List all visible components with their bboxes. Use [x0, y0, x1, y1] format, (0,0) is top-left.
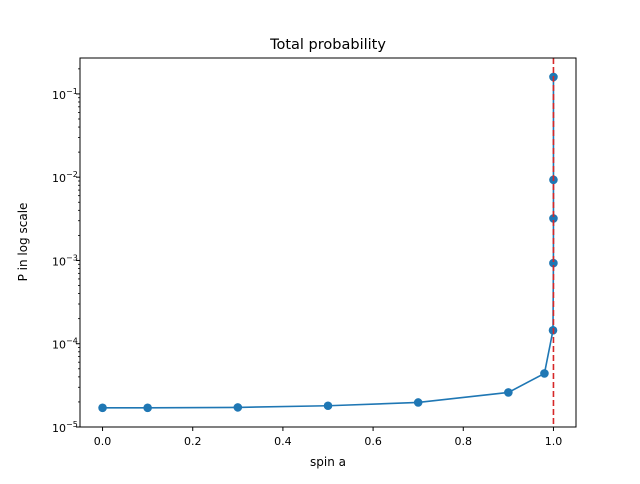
data-point	[323, 401, 333, 411]
y-tick-label: 10−1	[52, 87, 78, 102]
x-tick-label: 0.2	[184, 435, 202, 448]
x-tick-label: 0.0	[94, 435, 112, 448]
data-point	[98, 403, 107, 413]
data-point	[540, 369, 549, 378]
x-axis-label: spin a	[310, 455, 346, 469]
y-tick-label: 10−2	[52, 170, 78, 185]
data-point	[549, 258, 558, 268]
chart-title: Total probability	[269, 37, 386, 53]
data-point	[504, 388, 513, 397]
x-tick-label: 0.8	[455, 435, 473, 448]
data-point	[549, 214, 558, 223]
y-tick-label: 10−3	[52, 253, 78, 268]
series-line	[102, 76, 555, 409]
data-point	[413, 398, 423, 407]
data-point	[233, 403, 243, 412]
x-tick-label: 0.4	[274, 435, 292, 448]
y-tick-label: 10−4	[52, 337, 78, 352]
y-tick-label: 10−5	[52, 420, 78, 435]
x-tick-label: 1.0	[545, 435, 563, 448]
y-axis-label: P in log scale	[16, 203, 30, 282]
plot-frame	[79, 57, 577, 428]
x-tick-label: 0.6	[364, 435, 382, 448]
data-point	[143, 403, 152, 413]
